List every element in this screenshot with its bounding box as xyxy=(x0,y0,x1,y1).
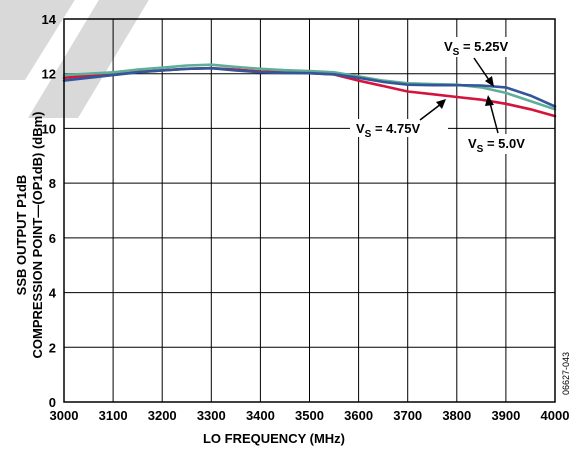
y-tick-label: 12 xyxy=(42,67,56,82)
x-tick-label: 4000 xyxy=(541,408,570,423)
y-tick-labels: 0 2 4 6 8 10 12 14 xyxy=(42,12,57,410)
y-tick-label: 4 xyxy=(49,286,57,301)
x-tick-labels: 3000 3100 3200 3300 3400 3500 3600 3700 3800 3900… xyxy=(50,408,570,423)
x-tick-label: 3000 xyxy=(50,408,79,423)
x-tick-label: 3600 xyxy=(344,408,373,423)
series-line-5-25v xyxy=(62,66,557,108)
x-tick-label: 3400 xyxy=(246,408,275,423)
x-tick-label: 3300 xyxy=(197,408,226,423)
plot-frame xyxy=(63,18,556,403)
svg-text:VS = 5.0V: VS = 5.0V xyxy=(468,136,525,155)
y-tick-label: 14 xyxy=(42,12,57,27)
svg-text:VS = 5.25V: VS = 5.25V xyxy=(444,39,508,58)
annotation-vs-5-25: VS = 5.25V xyxy=(441,37,539,87)
y-axis-title-line1: SSB OUTPUT P1dB xyxy=(14,175,29,296)
figure-id: 06627-043 xyxy=(561,352,571,395)
y-axis-title-line2: COMPRESSION POINT—(OP1dB) (dBm) xyxy=(30,111,45,358)
watermark-chevron xyxy=(0,0,149,118)
x-tick-label: 3100 xyxy=(99,408,128,423)
y-tick-label: 0 xyxy=(49,395,56,410)
x-tick-label: 3500 xyxy=(295,408,324,423)
series-lines xyxy=(62,63,557,118)
x-tick-label: 3200 xyxy=(148,408,177,423)
annotation-vs-4-75: VS = 4.75V xyxy=(350,99,448,140)
svg-text:VS = 4.75V: VS = 4.75V xyxy=(356,121,420,140)
x-tick-label: 3800 xyxy=(442,408,471,423)
x-axis-title: LO FREQUENCY (MHz) xyxy=(203,431,345,446)
y-tick-label: 2 xyxy=(49,340,56,355)
y-tick-label: 10 xyxy=(42,121,56,136)
y-tick-label: 6 xyxy=(49,231,56,246)
grid-lines xyxy=(63,18,556,403)
annotation-vs-5-0: VS = 5.0V xyxy=(462,95,550,155)
x-tick-label: 3900 xyxy=(491,408,520,423)
x-tick-label: 3700 xyxy=(393,408,422,423)
y-tick-label: 8 xyxy=(49,176,56,191)
